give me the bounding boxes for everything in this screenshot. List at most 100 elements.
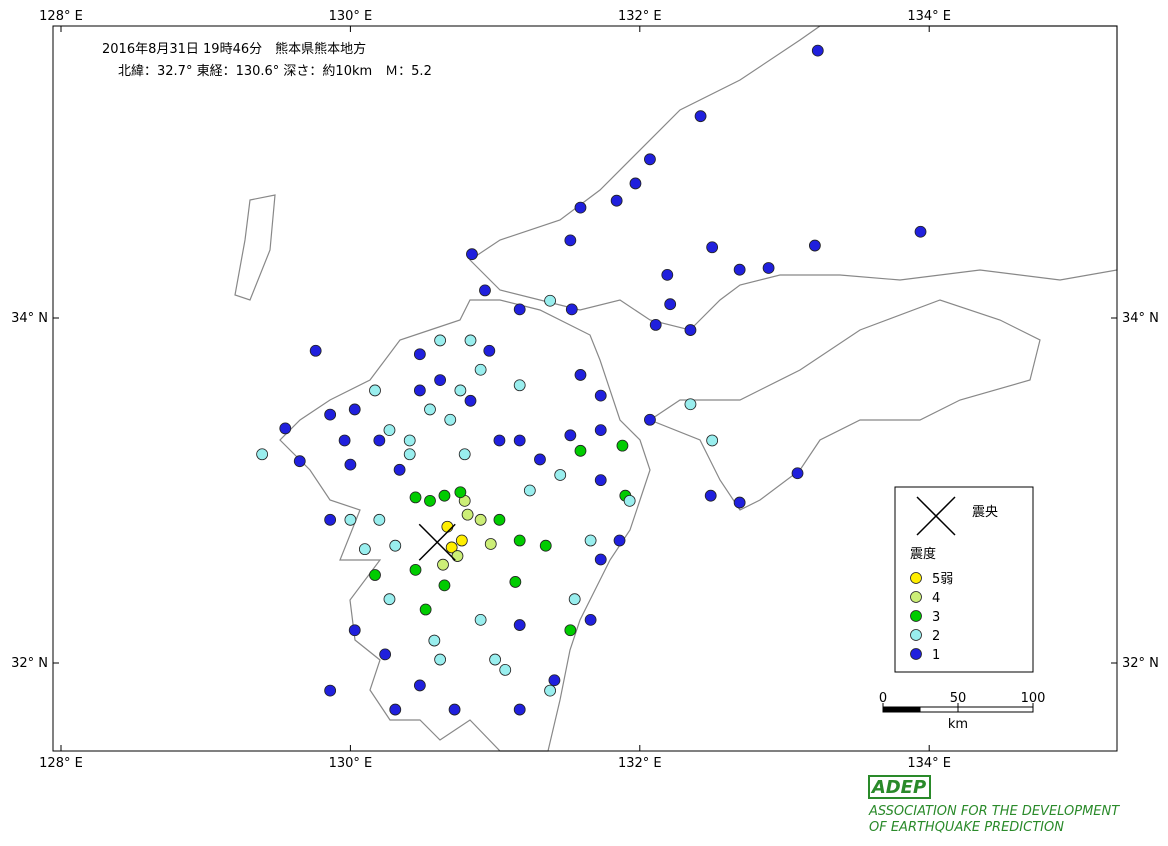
station bbox=[499, 664, 512, 676]
scale-tick-label: 0 bbox=[879, 691, 887, 706]
station bbox=[474, 613, 487, 626]
station bbox=[474, 513, 487, 526]
station bbox=[324, 408, 337, 421]
station bbox=[594, 474, 607, 487]
y-tick-label-left: 34° N bbox=[11, 311, 48, 326]
station bbox=[434, 334, 447, 347]
legend-epicenter-label: 震央 bbox=[972, 505, 998, 520]
station bbox=[539, 539, 552, 552]
station bbox=[409, 563, 422, 576]
scale-bar: 0 50 100 km bbox=[879, 691, 1046, 732]
station bbox=[293, 455, 306, 468]
station bbox=[344, 458, 357, 471]
station bbox=[424, 494, 436, 507]
station bbox=[629, 177, 642, 190]
stations bbox=[256, 44, 927, 716]
y-tick-label-right: 32° N bbox=[1122, 656, 1159, 671]
station bbox=[684, 398, 697, 411]
station bbox=[808, 239, 821, 252]
station bbox=[694, 110, 707, 123]
station bbox=[513, 434, 526, 447]
station bbox=[454, 486, 467, 499]
logo-mark: ADEP bbox=[870, 777, 926, 798]
station bbox=[649, 318, 662, 331]
x-tick-label-bottom: 130° E bbox=[329, 756, 373, 771]
station bbox=[403, 448, 416, 461]
x-tick-label-top: 128° E bbox=[39, 9, 83, 24]
map-frame bbox=[52, 25, 1118, 752]
station bbox=[379, 648, 392, 661]
station bbox=[373, 434, 386, 447]
legend-swatch bbox=[910, 610, 922, 622]
logo-line1: ASSOCIATION FOR THE DEVELOPMENT bbox=[868, 804, 1120, 819]
epicenter bbox=[418, 523, 456, 561]
station bbox=[373, 513, 386, 526]
station bbox=[509, 576, 522, 588]
station bbox=[616, 439, 629, 452]
station bbox=[534, 453, 546, 466]
station bbox=[584, 534, 597, 547]
station bbox=[584, 613, 597, 626]
station bbox=[564, 624, 577, 637]
x-tick-label-bottom: 128° E bbox=[39, 756, 83, 771]
station bbox=[594, 389, 607, 402]
legend-label: 4 bbox=[932, 591, 940, 606]
tsushima bbox=[234, 194, 276, 301]
station bbox=[438, 579, 451, 592]
station bbox=[513, 619, 526, 631]
station bbox=[523, 484, 536, 497]
legend-title: 震度 bbox=[910, 546, 936, 562]
station bbox=[256, 448, 269, 461]
station bbox=[493, 434, 506, 447]
scale-unit: km bbox=[948, 717, 968, 732]
scale-tick-label: 50 bbox=[950, 691, 967, 706]
station bbox=[461, 508, 474, 521]
station bbox=[762, 262, 775, 274]
station bbox=[706, 434, 719, 447]
station bbox=[309, 344, 322, 357]
station bbox=[574, 201, 587, 214]
station bbox=[438, 489, 451, 502]
station bbox=[389, 703, 402, 716]
x-tick-label-top: 134° E bbox=[907, 9, 951, 24]
station bbox=[444, 413, 457, 426]
station bbox=[369, 384, 381, 397]
legend-items: 5弱 4 3 2 1 bbox=[910, 572, 953, 663]
station bbox=[554, 469, 567, 481]
station bbox=[369, 569, 381, 581]
station bbox=[483, 344, 496, 357]
honshu bbox=[469, 25, 1118, 331]
station bbox=[574, 444, 587, 457]
station bbox=[413, 679, 426, 692]
station bbox=[344, 513, 357, 526]
station bbox=[455, 534, 468, 547]
station bbox=[403, 434, 416, 447]
station bbox=[413, 384, 426, 397]
shikoku bbox=[648, 299, 1041, 511]
station bbox=[513, 703, 526, 716]
logo-box bbox=[868, 775, 931, 799]
station bbox=[479, 284, 491, 297]
station bbox=[358, 543, 371, 556]
station bbox=[338, 434, 351, 447]
station bbox=[441, 520, 454, 533]
legend-label: 5弱 bbox=[932, 572, 953, 587]
station bbox=[594, 553, 607, 566]
legend-label: 1 bbox=[932, 648, 940, 663]
station bbox=[389, 539, 402, 552]
station bbox=[564, 429, 577, 442]
station bbox=[458, 448, 471, 461]
station bbox=[437, 558, 449, 571]
station bbox=[324, 513, 337, 526]
station bbox=[811, 44, 824, 57]
station bbox=[513, 534, 526, 547]
station bbox=[610, 194, 623, 207]
station bbox=[548, 674, 561, 687]
station bbox=[594, 424, 607, 437]
station bbox=[544, 684, 556, 697]
y-tick-label-right: 34° N bbox=[1122, 311, 1159, 326]
station bbox=[413, 348, 426, 361]
station bbox=[324, 684, 337, 697]
station bbox=[383, 424, 396, 437]
